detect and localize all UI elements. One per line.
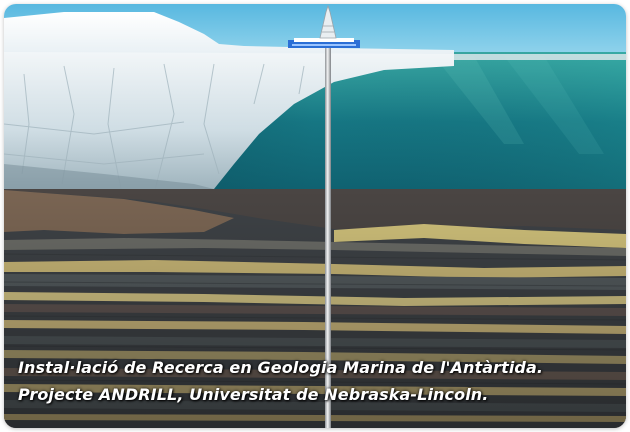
drill-pipe (325, 44, 331, 428)
caption-line-1: Instal·lació de Recerca en Geologia Mari… (18, 358, 544, 377)
sea-surface (334, 54, 626, 60)
caption: Instal·lació de Recerca en Geologia Mari… (18, 354, 618, 408)
illustration-frame: Instal·lació de Recerca en Geologia Mari… (4, 4, 626, 428)
ice-shelf (4, 52, 454, 209)
andrill-illustration (4, 4, 626, 428)
ice-shelf-top (4, 12, 454, 64)
drill-rig (288, 4, 360, 48)
caption-line-2: Projecte ANDRILL, Universitat de Nebrask… (18, 385, 489, 404)
